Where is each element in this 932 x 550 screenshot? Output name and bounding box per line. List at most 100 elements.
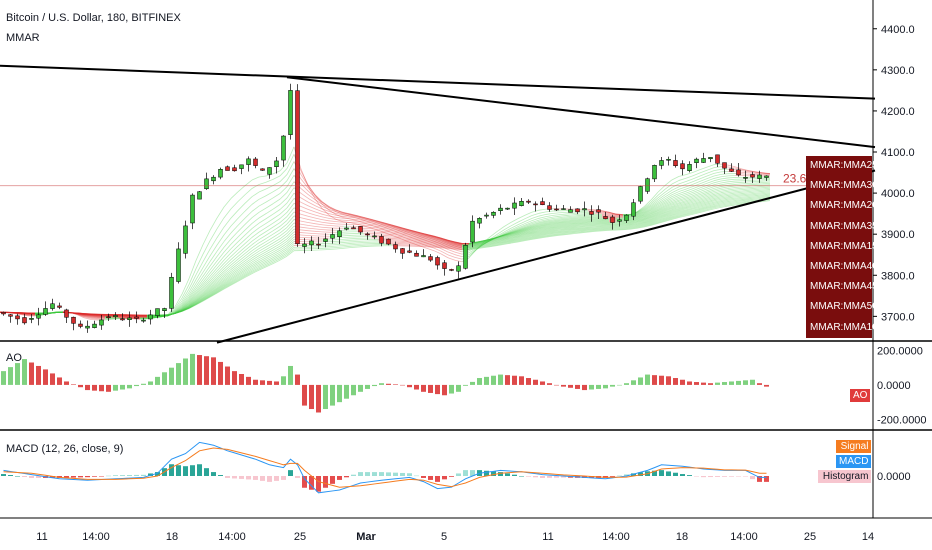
ao-bar — [351, 384, 356, 396]
ma-ribbon-segment — [489, 237, 498, 241]
ma-ribbon-segment — [251, 255, 260, 261]
ma-ribbon-segment — [412, 237, 421, 239]
ma-ribbon-segment — [727, 178, 736, 181]
ma-ribbon-segment — [398, 226, 407, 230]
ma-ribbon-segment — [468, 249, 477, 257]
macd-histogram-bar — [22, 476, 27, 477]
ma-ribbon-segment — [475, 241, 484, 244]
ma-ribbon-segment — [741, 198, 750, 200]
candle-body — [204, 178, 209, 190]
ma-ribbon-segment — [356, 219, 365, 221]
ma-ribbon-segment — [587, 221, 596, 223]
ma-ribbon-segment — [69, 312, 78, 314]
ma-ribbon-segment — [370, 221, 379, 224]
indicator-title[interactable]: MMAR — [6, 32, 40, 44]
ma-ribbon-segment — [412, 237, 421, 242]
ma-ribbon-segment — [720, 186, 729, 189]
ma-ribbon-segment — [475, 243, 484, 246]
ma-ribbon-segment — [538, 235, 547, 238]
candle-body — [169, 276, 174, 309]
ma-ribbon-segment — [230, 225, 239, 234]
ma-ribbon-segment — [692, 202, 701, 206]
ma-ribbon-segment — [545, 223, 554, 226]
ma-ribbon-segment — [545, 232, 554, 235]
ma-ribbon-segment — [356, 220, 365, 224]
ma-ribbon-segment — [636, 223, 645, 226]
ma-ribbon-segment — [545, 216, 554, 219]
ma-ribbon-segment — [580, 218, 589, 220]
ma-ribbon-segment — [419, 237, 428, 239]
ma-ribbon-segment — [244, 253, 253, 259]
ma-ribbon-segment — [69, 312, 78, 314]
ma-ribbon-segment — [720, 175, 729, 178]
ma-ribbon-segment — [440, 250, 449, 256]
macd-line — [3, 441, 767, 494]
ma-ribbon-segment — [664, 213, 673, 217]
ma-ribbon-segment — [531, 229, 540, 232]
ma-ribbon-segment — [83, 315, 92, 318]
ma-ribbon-segment — [202, 296, 211, 302]
ma-ribbon-segment — [83, 313, 92, 316]
candle-body — [50, 303, 55, 309]
ma-ribbon-segment — [195, 288, 204, 296]
trendlines[interactable]: 23.6 — [0, 64, 876, 344]
price-tick-label: 4200.0 — [881, 106, 915, 118]
ma-ribbon-segment — [650, 202, 659, 209]
ma-ribbon-segment — [251, 217, 260, 224]
ma-ribbon-segment — [272, 232, 281, 238]
ma-ribbon-segment — [181, 296, 190, 306]
ma-ribbon-segment — [258, 181, 267, 185]
ma-ribbon-segment — [6, 312, 15, 314]
candle-body — [547, 205, 552, 210]
ma-ribbon-segment — [433, 245, 442, 248]
ma-ribbon-segment — [377, 229, 386, 234]
ma-ribbon-segment — [727, 189, 736, 192]
ao-title[interactable]: AO — [6, 352, 22, 364]
ma-ribbon-segment — [566, 232, 575, 234]
ma-ribbon-segment — [538, 227, 547, 230]
macd-legend-tags: Signal MACD Histogram — [818, 440, 872, 485]
ma-ribbon-segment — [650, 222, 659, 226]
ma-ribbon-segment — [447, 244, 456, 249]
ma-ribbon-segment — [265, 179, 274, 183]
ma-ribbon-segment — [678, 207, 687, 210]
ao-bar — [442, 384, 447, 396]
candle-body — [344, 227, 349, 230]
ma-ribbon-segment — [517, 237, 526, 241]
ma-ribbon-segment — [69, 312, 78, 315]
ma-ribbon-segment — [552, 230, 561, 233]
ma-ribbon-segment — [195, 281, 204, 292]
ma-ribbon-segment — [706, 192, 715, 196]
ma-ribbon-segment — [342, 214, 351, 217]
ma-ribbon-segment — [566, 225, 575, 228]
ao-bar — [134, 384, 139, 387]
ma-ribbon-segment — [447, 239, 456, 243]
macd-histogram-bar — [323, 476, 328, 488]
ma-ribbon-segment — [447, 241, 456, 244]
ma-ribbon-segment — [643, 210, 652, 214]
ma-ribbon-segment — [342, 212, 351, 215]
ao-bar — [470, 381, 475, 385]
ma-ribbon-segment — [678, 212, 687, 215]
ma-ribbon-segment — [174, 310, 183, 314]
ma-ribbon-segment — [720, 196, 729, 199]
ma-ribbon-segment — [489, 236, 498, 240]
ma-ribbon-segment — [342, 212, 351, 215]
ma-ribbon-segment — [223, 248, 232, 257]
time-tick-label: 11 — [542, 531, 553, 543]
macd-histogram-bar — [533, 476, 538, 478]
ma-ribbon-segment — [685, 203, 694, 206]
macd-title[interactable]: MACD (12, 26, close, 9) — [6, 443, 124, 455]
ma-ribbon-segment — [286, 250, 295, 257]
ma-ribbon-segment — [244, 244, 253, 251]
ma-ribbon-segment — [230, 241, 239, 250]
ma-ribbon-segment — [76, 312, 85, 315]
ma-ribbon-segment — [699, 188, 708, 192]
macd-histogram-bar — [246, 476, 251, 480]
symbol-title[interactable]: Bitcoin / U.S. Dollar, 180, BITFINEX — [6, 12, 181, 24]
candle-body — [617, 219, 622, 222]
ma-ribbon-segment — [538, 224, 547, 227]
candle-body — [148, 314, 153, 320]
ma-ribbon-segment — [223, 282, 232, 287]
